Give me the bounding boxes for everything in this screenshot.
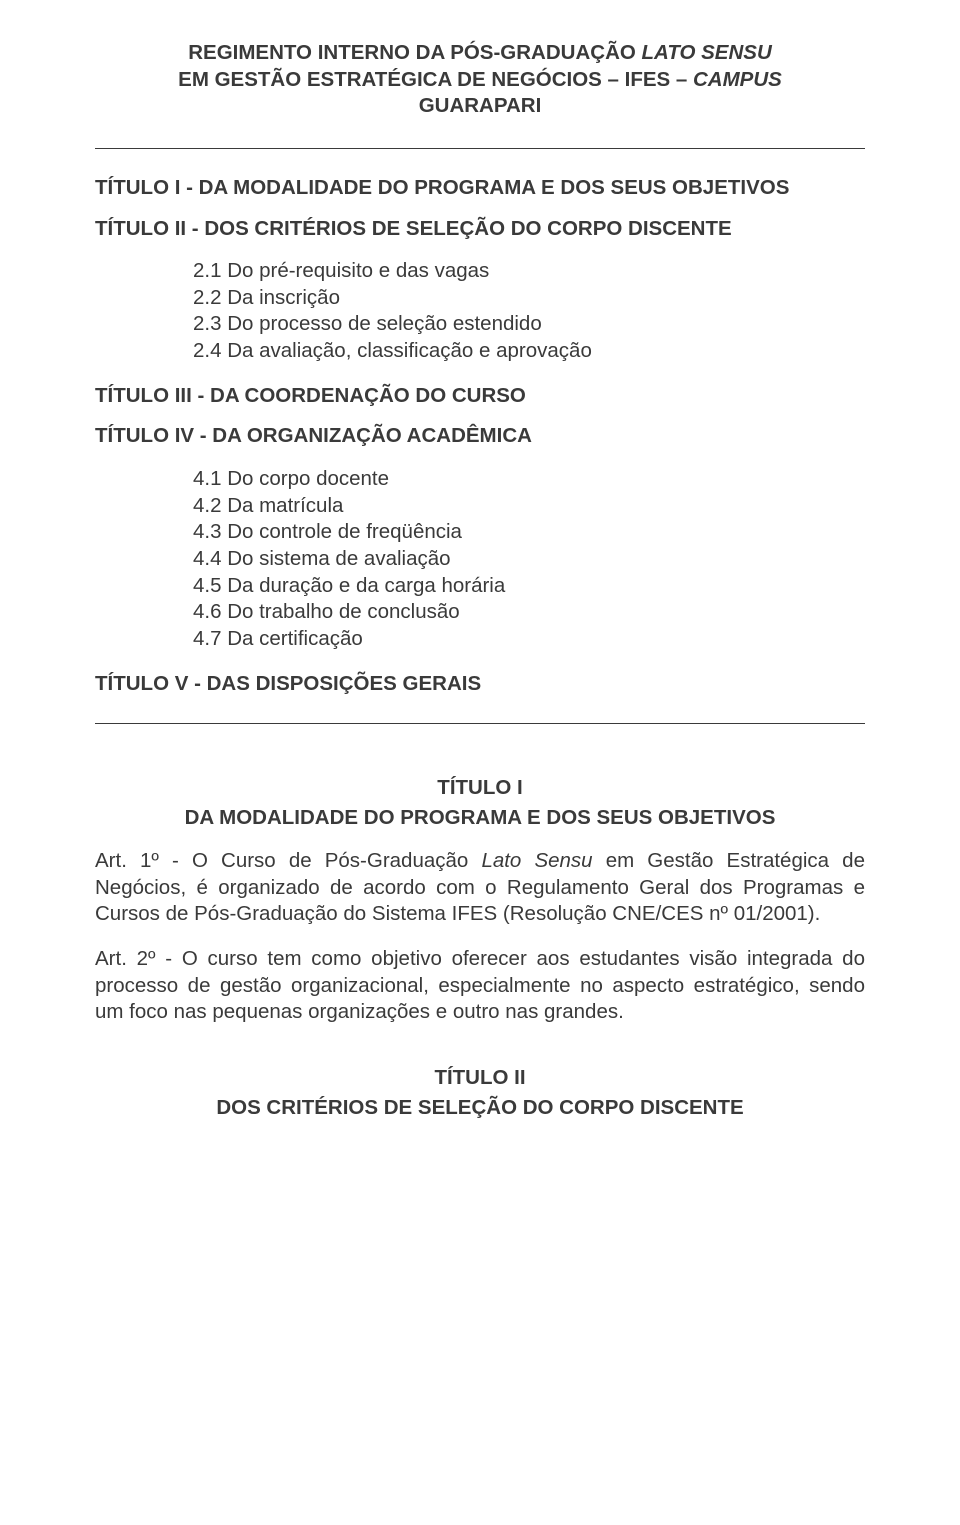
toc-titulo-1: TÍTULO I - DA MODALIDADE DO PROGRAMA E D… (95, 175, 865, 202)
titulo-1-heading: TÍTULO I (95, 776, 865, 800)
titulo-1-subheading: DA MODALIDADE DO PROGRAMA E DOS SEUS OBJ… (95, 806, 865, 830)
toc-titulo-4-items: 4.1 Do corpo docente 4.2 Da matrícula 4.… (193, 466, 865, 652)
titulo-2-subheading: DOS CRITÉRIOS DE SELEÇÃO DO CORPO DISCEN… (95, 1096, 865, 1120)
titulo-2-heading: TÍTULO II (95, 1066, 865, 1090)
toc-titulo-2: TÍTULO II - DOS CRITÉRIOS DE SELEÇÃO DO … (95, 216, 865, 243)
title-line1-a: REGIMENTO INTERNO DA PÓS-GRADUAÇÃO (188, 41, 641, 64)
article-1: Art. 1º - O Curso de Pós-Graduação Lato … (95, 848, 865, 928)
toc-item: 4.1 Do corpo docente (193, 466, 865, 493)
toc-item: 2.3 Do processo de seleção estendido (193, 311, 865, 338)
toc-titulo-3: TÍTULO III - DA COORDENAÇÃO DO CURSO (95, 383, 865, 410)
divider-top (95, 148, 865, 149)
toc-item: 4.4 Do sistema de avaliação (193, 546, 865, 573)
toc-item: 4.7 Da certificação (193, 626, 865, 653)
toc-titulo-4: TÍTULO IV - DA ORGANIZAÇÃO ACADÊMICA (95, 423, 865, 450)
page: REGIMENTO INTERNO DA PÓS-GRADUAÇÃO LATO … (0, 0, 960, 1166)
body-content: TÍTULO I DA MODALIDADE DO PROGRAMA E DOS… (95, 776, 865, 1120)
document-title: REGIMENTO INTERNO DA PÓS-GRADUAÇÃO LATO … (95, 40, 865, 120)
toc-item: 2.1 Do pré-requisito e das vagas (193, 258, 865, 285)
toc-item: 4.3 Do controle de freqüência (193, 519, 865, 546)
toc-item: 2.4 Da avaliação, classificação e aprova… (193, 338, 865, 365)
title-line2-b: CAMPUS (693, 68, 782, 91)
art1-b: Lato Sensu (481, 849, 592, 872)
title-line2: EM GESTÃO ESTRATÉGICA DE NEGÓCIOS – IFES… (178, 68, 693, 91)
article-2: Art. 2º - O curso tem como objetivo ofer… (95, 946, 865, 1026)
divider-bottom (95, 723, 865, 724)
toc-item: 4.2 Da matrícula (193, 493, 865, 520)
title-line3: GUARAPARI (419, 94, 542, 117)
art1-a: Art. 1º - O Curso de Pós-Graduação (95, 849, 481, 872)
toc-item: 4.5 Da duração e da carga horária (193, 573, 865, 600)
toc-item: 4.6 Do trabalho de conclusão (193, 599, 865, 626)
toc-titulo-2-items: 2.1 Do pré-requisito e das vagas 2.2 Da … (193, 258, 865, 365)
toc-item: 2.2 Da inscrição (193, 285, 865, 312)
toc-titulo-5: TÍTULO V - DAS DISPOSIÇÕES GERAIS (95, 671, 865, 698)
title-line1-b: LATO SENSU (642, 41, 772, 64)
